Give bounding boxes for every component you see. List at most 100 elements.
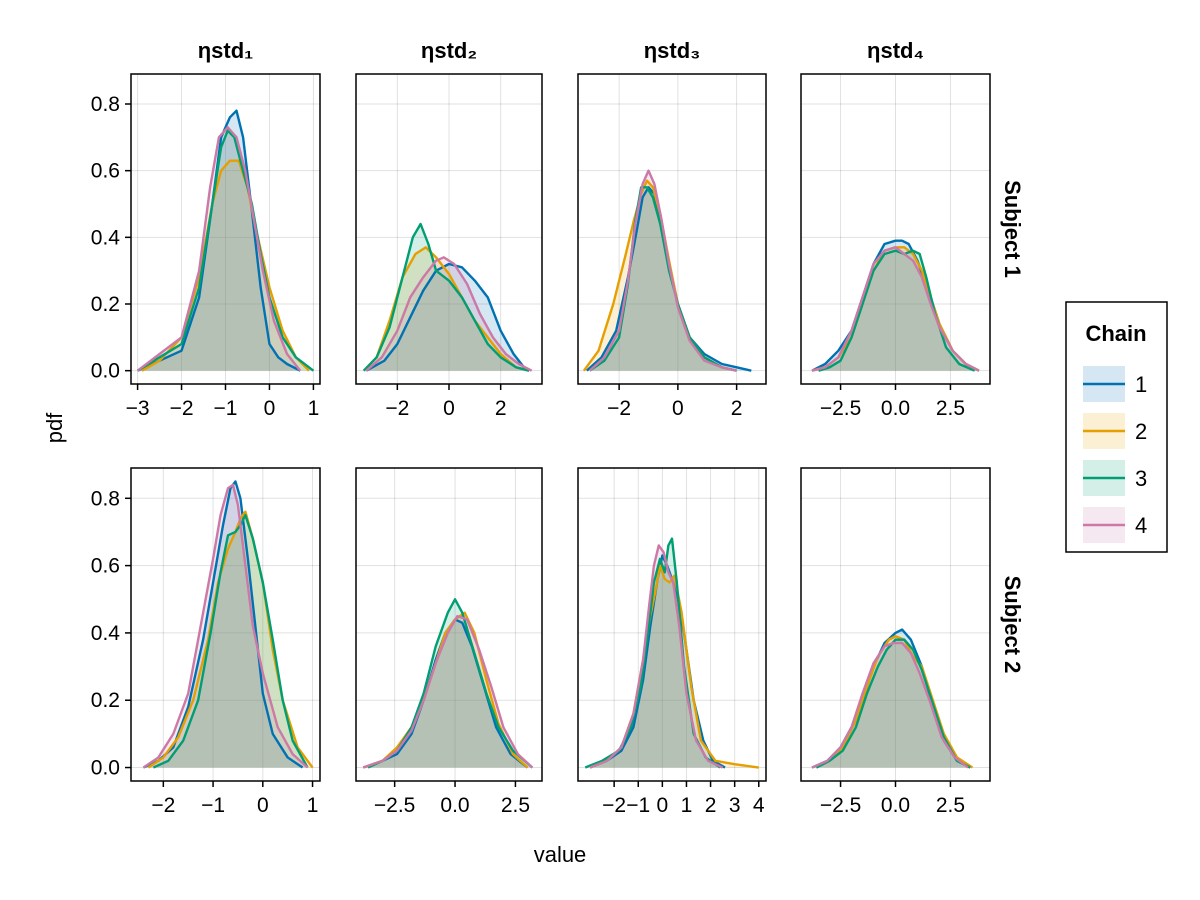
facet-panel: −2.5 0.0 2.5 — [800, 467, 991, 817]
density-line-chain-4 — [589, 544, 724, 769]
plot-area — [136, 109, 315, 372]
panel-frame — [577, 73, 767, 385]
x-tick-label: 0 — [443, 397, 455, 420]
facet-panel: −2 −1 0 1 0.0 0.2 0.4 0.6 0.8 — [91, 467, 321, 817]
facet-panel: −2.5 0.0 2.5 — [800, 73, 991, 420]
density-fill-chain-4 — [143, 484, 308, 768]
panel-frame — [130, 467, 321, 782]
legend-entries: 1 2 3 4 — [1083, 366, 1147, 543]
titles-layer: ηstd₁ ηstd₂ ηstd₃ ηstd₄ Subject 1 Subject 2 — [198, 38, 1025, 673]
density-line-chain-4 — [365, 256, 533, 372]
density-fill-chain-3 — [818, 250, 975, 371]
x-tick-label: −2.5 — [374, 794, 415, 817]
row-title: Subject 1 — [1000, 180, 1025, 278]
x-tick-label: 2.5 — [936, 397, 965, 420]
row-title: Subject 2 — [1000, 576, 1025, 674]
x-tick-label: 2 — [705, 794, 717, 817]
density-line-chain-1 — [365, 262, 528, 372]
x-tick-label: 1 — [681, 794, 693, 817]
density-fill-chain-1 — [586, 187, 752, 371]
density-fill-chain-4 — [363, 616, 533, 768]
density-fill-chain-1 — [811, 240, 980, 371]
density-fill-chain-3 — [589, 187, 737, 371]
x-tick-label: 1 — [308, 397, 320, 420]
x-tick-label: 1 — [307, 794, 319, 817]
x-tick-label: 3 — [729, 794, 741, 817]
column-title: ηstd₁ — [198, 38, 254, 63]
plot-area — [582, 169, 752, 372]
density-fill-chain-2 — [141, 160, 310, 371]
density-line-chain-4 — [136, 126, 302, 372]
facet-panel: −3 −2 −1 0 1 0.0 0.2 0.4 0.6 0.8 — [91, 73, 321, 420]
density-line-chain-2 — [362, 611, 529, 769]
legend-entry: 1 — [1083, 366, 1147, 402]
x-tick-label: −2.5 — [820, 794, 861, 817]
legend-label: 3 — [1135, 466, 1147, 491]
density-fill-chain-3 — [585, 538, 721, 768]
density-line-chain-4 — [811, 246, 980, 372]
facet-panel: −2.5 0.0 2.5 — [355, 467, 543, 817]
density-line-chain-3 — [815, 638, 971, 769]
density-line-chain-2 — [362, 246, 530, 372]
x-tick-label: −1 — [214, 397, 238, 420]
density-line-chain-3 — [136, 129, 315, 372]
column-title: ηstd₂ — [421, 38, 477, 63]
density-fill-chain-3 — [153, 515, 308, 768]
x-tick-label: −2 — [607, 397, 631, 420]
y-tick-label: 0.6 — [91, 555, 120, 578]
legend-entry: 4 — [1083, 507, 1147, 543]
y-tick-label: 0.4 — [91, 622, 121, 645]
x-tick-label: −2 — [385, 397, 409, 420]
density-line-chain-4 — [811, 641, 969, 769]
density-fill-chain-2 — [811, 247, 980, 371]
grid — [801, 74, 990, 384]
legend-entry: 2 — [1083, 413, 1147, 449]
density-fill-chain-1 — [137, 110, 301, 371]
y-tick-label: 0.2 — [91, 293, 120, 316]
legend-entry: 3 — [1083, 460, 1147, 496]
plot-area — [142, 480, 314, 769]
density-fill-chain-2 — [816, 636, 973, 768]
facet-panel: −2 −1 0 1 2 3 4 — [577, 467, 767, 817]
y-tick-label: 0.0 — [91, 757, 120, 780]
density-fill-chain-3 — [363, 224, 530, 371]
column-title: ηstd₃ — [644, 38, 701, 63]
x-tick-label: −2 — [151, 794, 175, 817]
x-tick-label: 0 — [264, 397, 276, 420]
grid — [801, 468, 990, 781]
density-fill-chain-2 — [590, 565, 759, 768]
density-line-chain-4 — [362, 614, 534, 769]
x-tick-label: 0 — [257, 794, 269, 817]
y-tick-label: 0.8 — [91, 487, 120, 510]
density-fill-chain-4 — [137, 127, 301, 371]
facet-panel: −2 0 2 — [577, 73, 767, 420]
x-tick-label: −1 — [626, 794, 650, 817]
legend-title: Chain — [1085, 321, 1146, 346]
grid — [578, 468, 766, 781]
y-tick-label: 0.2 — [91, 689, 120, 712]
y-tick-label: 0.6 — [91, 160, 120, 183]
density-fill-chain-3 — [368, 599, 533, 768]
plot-area — [362, 598, 534, 769]
x-tick-label: 0 — [657, 794, 669, 817]
x-tick-label: −2.5 — [820, 397, 861, 420]
plot-area — [811, 628, 974, 769]
y-tick-label: 0.0 — [91, 360, 120, 383]
plot-area — [362, 222, 533, 372]
density-fill-chain-1 — [363, 619, 528, 768]
x-tick-label: 0 — [672, 397, 684, 420]
plot-area — [584, 537, 759, 769]
legend-label: 4 — [1135, 513, 1147, 538]
x-tick-label: 2.5 — [501, 794, 530, 817]
x-tick-label: −2 — [170, 397, 194, 420]
y-axis-label: pdf — [42, 412, 67, 443]
x-tick-label: 2 — [495, 397, 507, 420]
plot-area — [811, 239, 980, 372]
density-fill-chain-4 — [589, 170, 737, 371]
x-tick-label: −1 — [201, 794, 225, 817]
density-line-chain-1 — [137, 109, 301, 372]
x-tick-label: 4 — [753, 794, 765, 817]
density-fill-chain-4 — [811, 247, 980, 371]
y-tick-label: 0.8 — [91, 93, 120, 116]
